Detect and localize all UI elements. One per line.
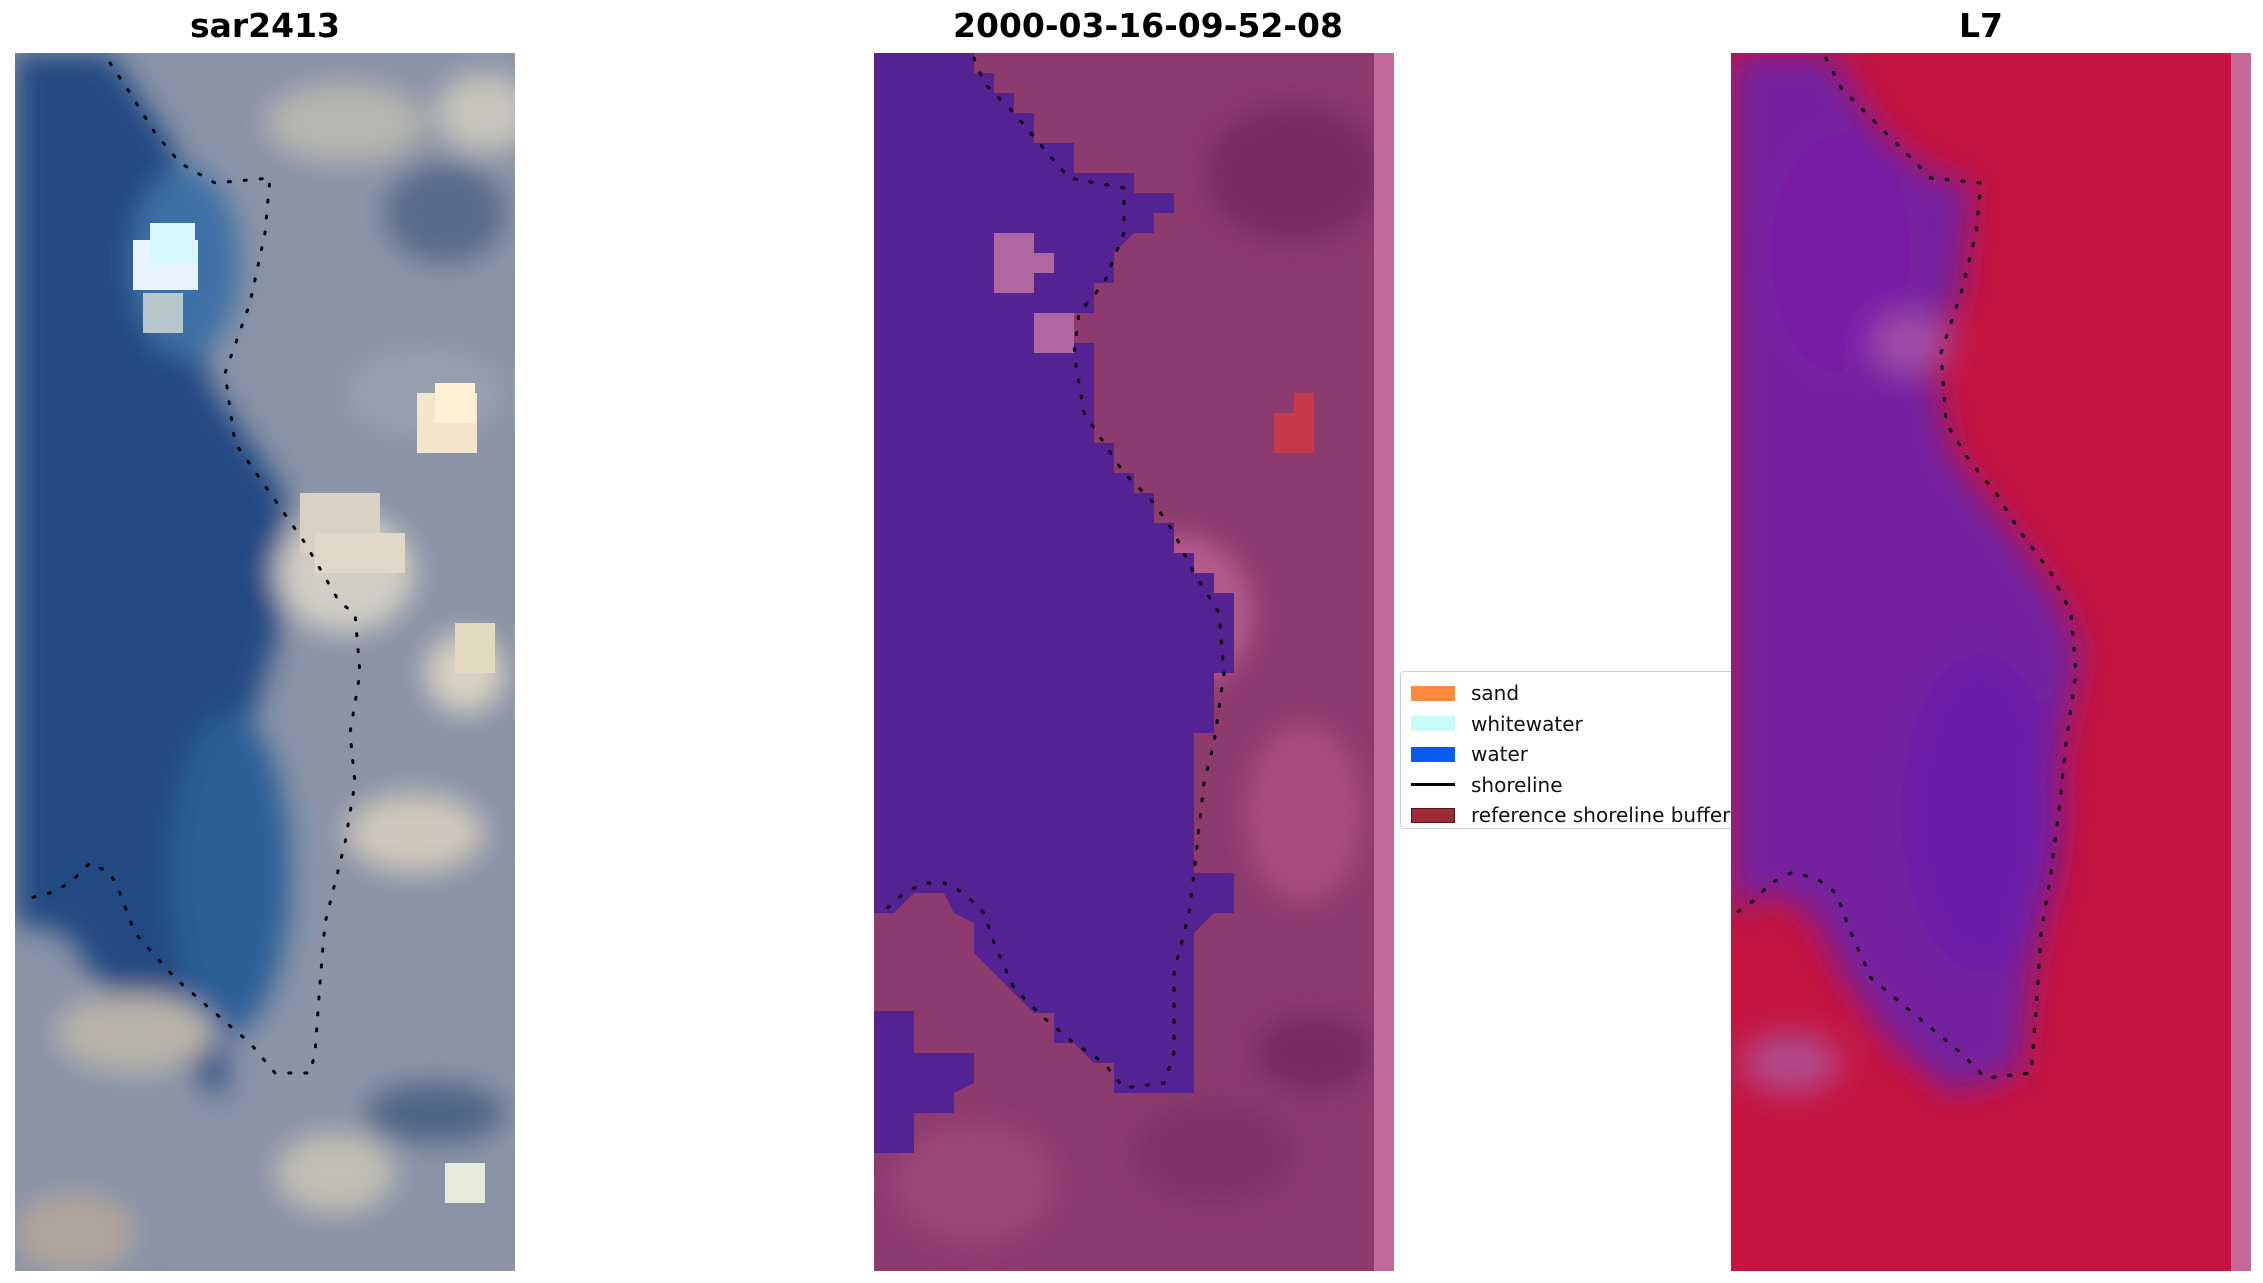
legend-label: sand (1471, 681, 1520, 706)
legend-item-water: water (1411, 739, 1731, 770)
sand-swatch (1411, 685, 1455, 701)
panel-title-index: L7 (1959, 6, 2003, 45)
shoreline-line-icon (1411, 783, 1455, 787)
whitewater-swatch (1411, 716, 1455, 732)
panel-title-classification: 2000-03-16-09-52-08 (953, 6, 1343, 45)
rgb-image-panel (15, 53, 515, 1271)
classification-image (874, 53, 1394, 1271)
legend-item-shoreline: shoreline (1411, 770, 1731, 801)
legend-item-reference-shoreline-buffer: reference shoreline buffer (1411, 800, 1731, 828)
water-index-image-panel (1731, 53, 2251, 1271)
legend: sand whitewater water shoreline referenc… (1400, 671, 1731, 829)
legend-label: reference shoreline buffer (1471, 803, 1731, 828)
water-index-image (1731, 53, 2251, 1271)
water-swatch (1411, 746, 1455, 762)
rgb-image (15, 53, 515, 1271)
legend-label: whitewater (1471, 711, 1583, 736)
legend-item-sand: sand (1411, 678, 1731, 709)
legend-label: shoreline (1471, 772, 1563, 797)
panel-title-rgb: sar2413 (189, 6, 341, 45)
reference-buffer-swatch (1411, 807, 1455, 823)
legend-label: water (1471, 742, 1528, 767)
legend-item-whitewater: whitewater (1411, 709, 1731, 740)
classification-image-panel (874, 53, 1394, 1271)
